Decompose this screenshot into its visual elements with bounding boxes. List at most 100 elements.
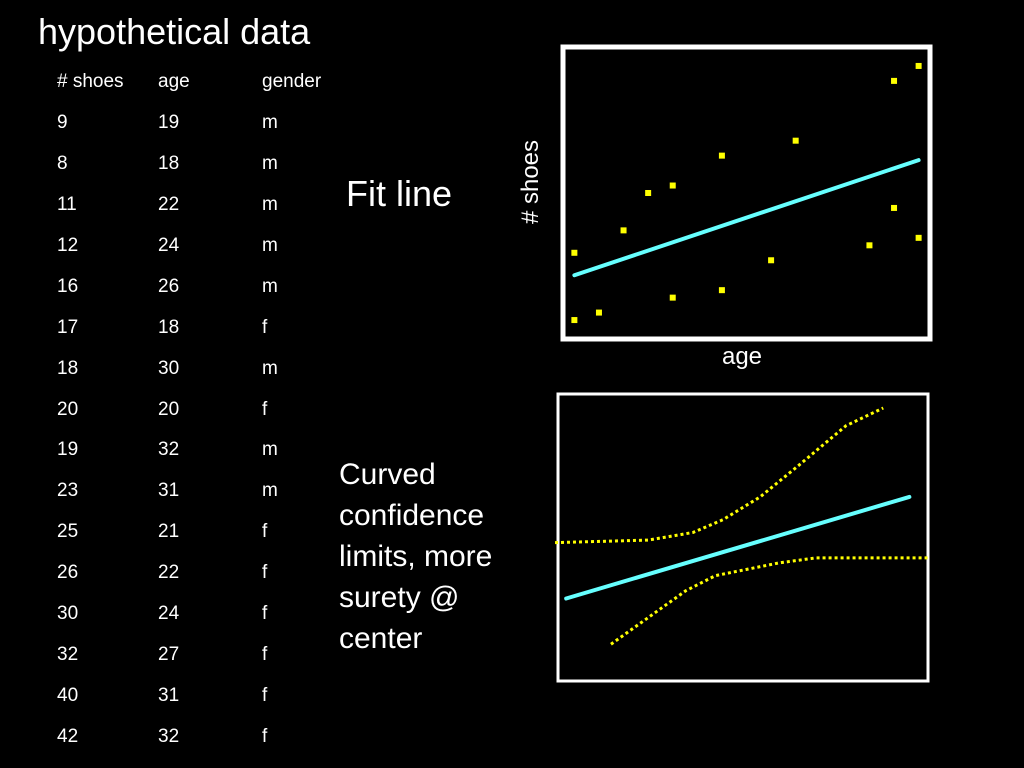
table-row: 30 24 f [57,594,352,635]
scatter-point [915,62,922,69]
table-cell-shoes: 12 [57,235,79,256]
scatter-point [645,190,652,196]
table-row: 8 18 m [57,144,352,185]
lower-confidence-limit [610,556,928,646]
column-header-age: age [158,71,190,93]
table-cell-age: 18 [158,316,180,338]
fit-line-label: Fit line [346,173,453,214]
scatter-point [669,294,676,301]
scatter-point [718,287,725,294]
y-axis-label: # shoes [517,140,544,224]
table-row: 12 24 m [57,226,352,267]
table-cell-age: 30 [158,357,180,379]
table-row: 17 18 f [57,307,352,348]
table-cell-shoes: 19 [57,439,79,461]
table-row: 26 22 f [57,553,352,594]
table-cell-gender: f [262,684,268,706]
table-cell-shoes: 26 [57,562,79,584]
confidence-chart-frame [556,392,930,683]
scatter-point [620,227,627,234]
table-cell-shoes: 8 [57,153,68,175]
table-cell-age: 22 [158,562,180,584]
table-cell-age: 32 [158,725,180,747]
table-cell-gender: m [262,439,278,461]
scatter-point [792,137,799,144]
table-cell-shoes: 23 [57,480,79,502]
table-cell-gender: m [262,194,278,216]
scatter-point [669,182,676,189]
table-cell-age: 31 [158,480,180,502]
table-row: 25 21 f [57,512,352,553]
table-cell-age: 24 [158,235,180,256]
table-cell-shoes: 25 [57,521,79,543]
table-cell-gender: f [262,521,268,543]
scatter-chart-frame [560,44,933,342]
table-cell-age: 22 [158,194,180,216]
slide-title: hypothetical data [38,11,311,52]
table-row: 32 27 f [57,634,352,675]
table-row: 11 22 m [57,185,352,226]
upper-confidence-limit [554,406,884,545]
table-cell-gender: m [262,235,278,256]
scatter-point [891,77,898,84]
scatter-points [571,62,922,324]
confidence-series [554,406,928,646]
table-cell-shoes: 20 [57,398,79,420]
table-cell-shoes: 9 [57,112,68,134]
x-axis-label: age [722,343,762,370]
table-row: 20 20 f [57,389,352,430]
table-cell-shoes: 11 [57,194,77,216]
table-row: 19 32 m [57,430,352,471]
table-cell-age: 19 [158,112,180,134]
table-cell-age: 32 [158,439,180,461]
table-cell-gender: f [262,398,268,420]
data-table: # shoes age gender 9 19 m 8 18 m 11 22 m 12 24 m 16 2… [57,62,352,757]
table-cell-age: 31 [158,684,180,706]
table-row: 9 19 m [57,103,352,144]
scatter-point [571,249,578,256]
table-cell-age: 20 [158,398,180,420]
table-cell-age: 24 [158,603,180,625]
scatter-point [915,234,922,241]
table-cell-shoes: 30 [57,603,79,625]
table-cell-age: 27 [158,643,180,665]
table-cell-age: 21 [158,521,180,543]
confidence-limits-label: Curved confidence limits, more surety @ … [339,458,493,655]
table-cell-gender: f [262,562,268,584]
table-row: 16 26 m [57,266,352,307]
table-cell-shoes: 42 [57,725,79,747]
table-cell-age: 18 [158,153,180,175]
scatter-point [571,317,578,324]
column-header-shoes: # shoes [57,71,124,93]
table-cell-gender: m [262,480,278,502]
column-header-gender: gender [262,71,322,93]
table-cell-gender: f [262,316,268,338]
table-cell-age: 26 [158,275,180,297]
fit-line [572,158,921,278]
table-cell-gender: m [262,153,278,175]
scatter-point [595,309,602,316]
scatter-point [718,152,725,159]
table-cell-gender: m [262,112,278,134]
fit-line [564,494,912,601]
table-row: 23 31 m [57,471,352,512]
table-cell-gender: f [262,725,268,747]
table-cell-gender: f [262,643,268,665]
table-row: 18 30 m [57,348,352,389]
table-cell-gender: m [262,275,278,297]
table-cell-shoes: 18 [57,357,79,379]
table-cell-shoes: 32 [57,643,79,665]
table-row: 42 32 f [57,716,352,757]
table-cell-shoes: 17 [57,316,79,338]
scatter-point [891,204,898,211]
table-cell-gender: f [262,603,268,625]
table-row: 40 31 f [57,675,352,716]
table-cell-shoes: 40 [57,684,79,706]
table-cell-gender: m [262,357,278,379]
table-body: 9 19 m 8 18 m 11 22 m 12 24 m 16 26 m 17 18 f 18 30 m 20 20 f 19… [57,103,352,757]
table-header-row: # shoes age gender [57,62,352,103]
table-cell-shoes: 16 [57,275,79,297]
scatter-point [768,257,775,264]
